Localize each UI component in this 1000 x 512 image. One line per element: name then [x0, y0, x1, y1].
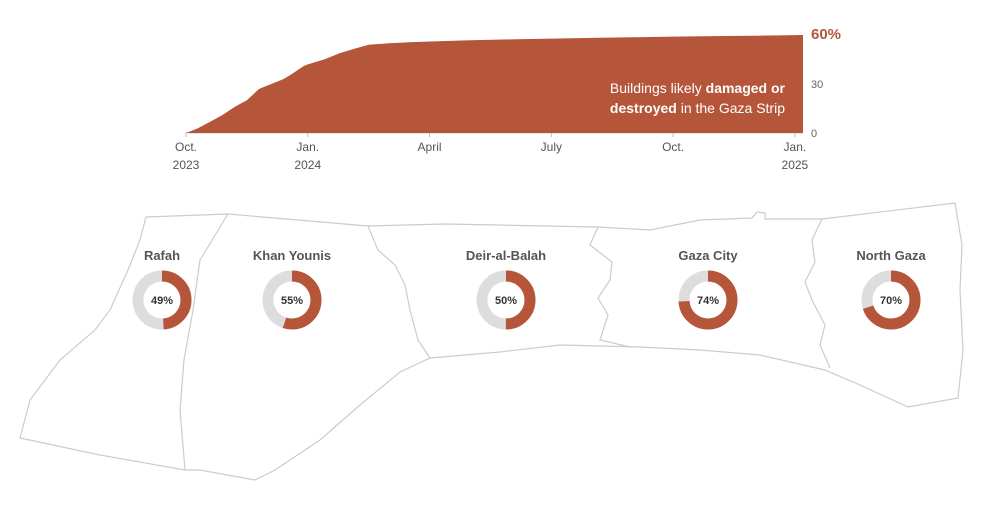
damage-area	[186, 35, 803, 133]
region-name: Rafah	[144, 248, 180, 263]
donut-rafah: Rafah 49%	[132, 248, 192, 330]
x-tick-year-label: 2025	[782, 158, 809, 172]
donut-value: 70%	[880, 295, 902, 307]
donut-deir-al-balah: Deir-al-Balah 50%	[466, 248, 546, 330]
annotation-line1-bold: damaged or	[706, 80, 786, 96]
donut-value: 50%	[495, 295, 517, 307]
border-gazacity-northgaza	[804, 218, 831, 369]
y-axis-ticks: 0 30 60%	[811, 26, 841, 140]
area-annotation-line1: Buildings likely damaged or	[610, 80, 786, 96]
x-tick-label: Oct.	[175, 140, 197, 154]
y-tick-label: 60%	[811, 26, 841, 43]
region-name: Gaza City	[678, 248, 738, 263]
donut-gaza-city: Gaza City 74%	[678, 248, 738, 330]
donut-slice	[262, 270, 322, 330]
map-outline	[19, 202, 964, 481]
region-name: Khan Younis	[253, 248, 331, 263]
donut-value: 55%	[281, 295, 303, 307]
x-tick-label: July	[541, 140, 562, 154]
donut-slice	[476, 270, 536, 330]
x-tick-label: Jan.	[784, 140, 807, 154]
region-name: Deir-al-Balah	[466, 248, 546, 263]
border-deiralbalah-gazacity	[589, 226, 631, 348]
x-tick-label: Jan.	[296, 140, 319, 154]
region-donuts: Rafah 49% Khan Younis 55% Deir-al-Balah 50% Ga…	[132, 248, 926, 330]
annotation-line2-bold: destroyed	[610, 100, 677, 116]
donut-north-gaza: North Gaza 70%	[856, 248, 926, 330]
donut-value: 49%	[151, 295, 173, 307]
region-name: North Gaza	[856, 248, 926, 263]
annotation-line1-normal: Buildings likely	[610, 80, 706, 96]
x-tick-year-label: 2024	[294, 158, 321, 172]
area-annotation-line2: destroyed in the Gaza Strip	[610, 100, 785, 116]
donut-slice	[678, 270, 738, 330]
gaza-strip-map	[19, 202, 964, 481]
donut-slice	[132, 270, 192, 330]
border-rafah-khanyounis	[179, 213, 229, 471]
y-tick-label: 0	[811, 128, 817, 140]
x-tick-label: April	[418, 140, 442, 154]
donut-khan-younis: Khan Younis 55%	[253, 248, 331, 330]
annotation-line2-normal: in the Gaza Strip	[677, 100, 785, 116]
area-chart: 0 30 60% Oct. 2023 Jan. 2024 April July Oct. Jan.…	[173, 26, 841, 172]
donut-slice	[861, 270, 921, 330]
x-tick-year-label: 2023	[173, 158, 200, 172]
x-tick-label: Oct.	[662, 140, 684, 154]
border-khanyounis-deiralbalah	[367, 225, 431, 359]
y-tick-label: 30	[811, 79, 823, 91]
donut-value: 74%	[697, 295, 719, 307]
x-axis-ticks: Oct. 2023 Jan. 2024 April July Oct. Jan. 2025	[173, 133, 809, 172]
